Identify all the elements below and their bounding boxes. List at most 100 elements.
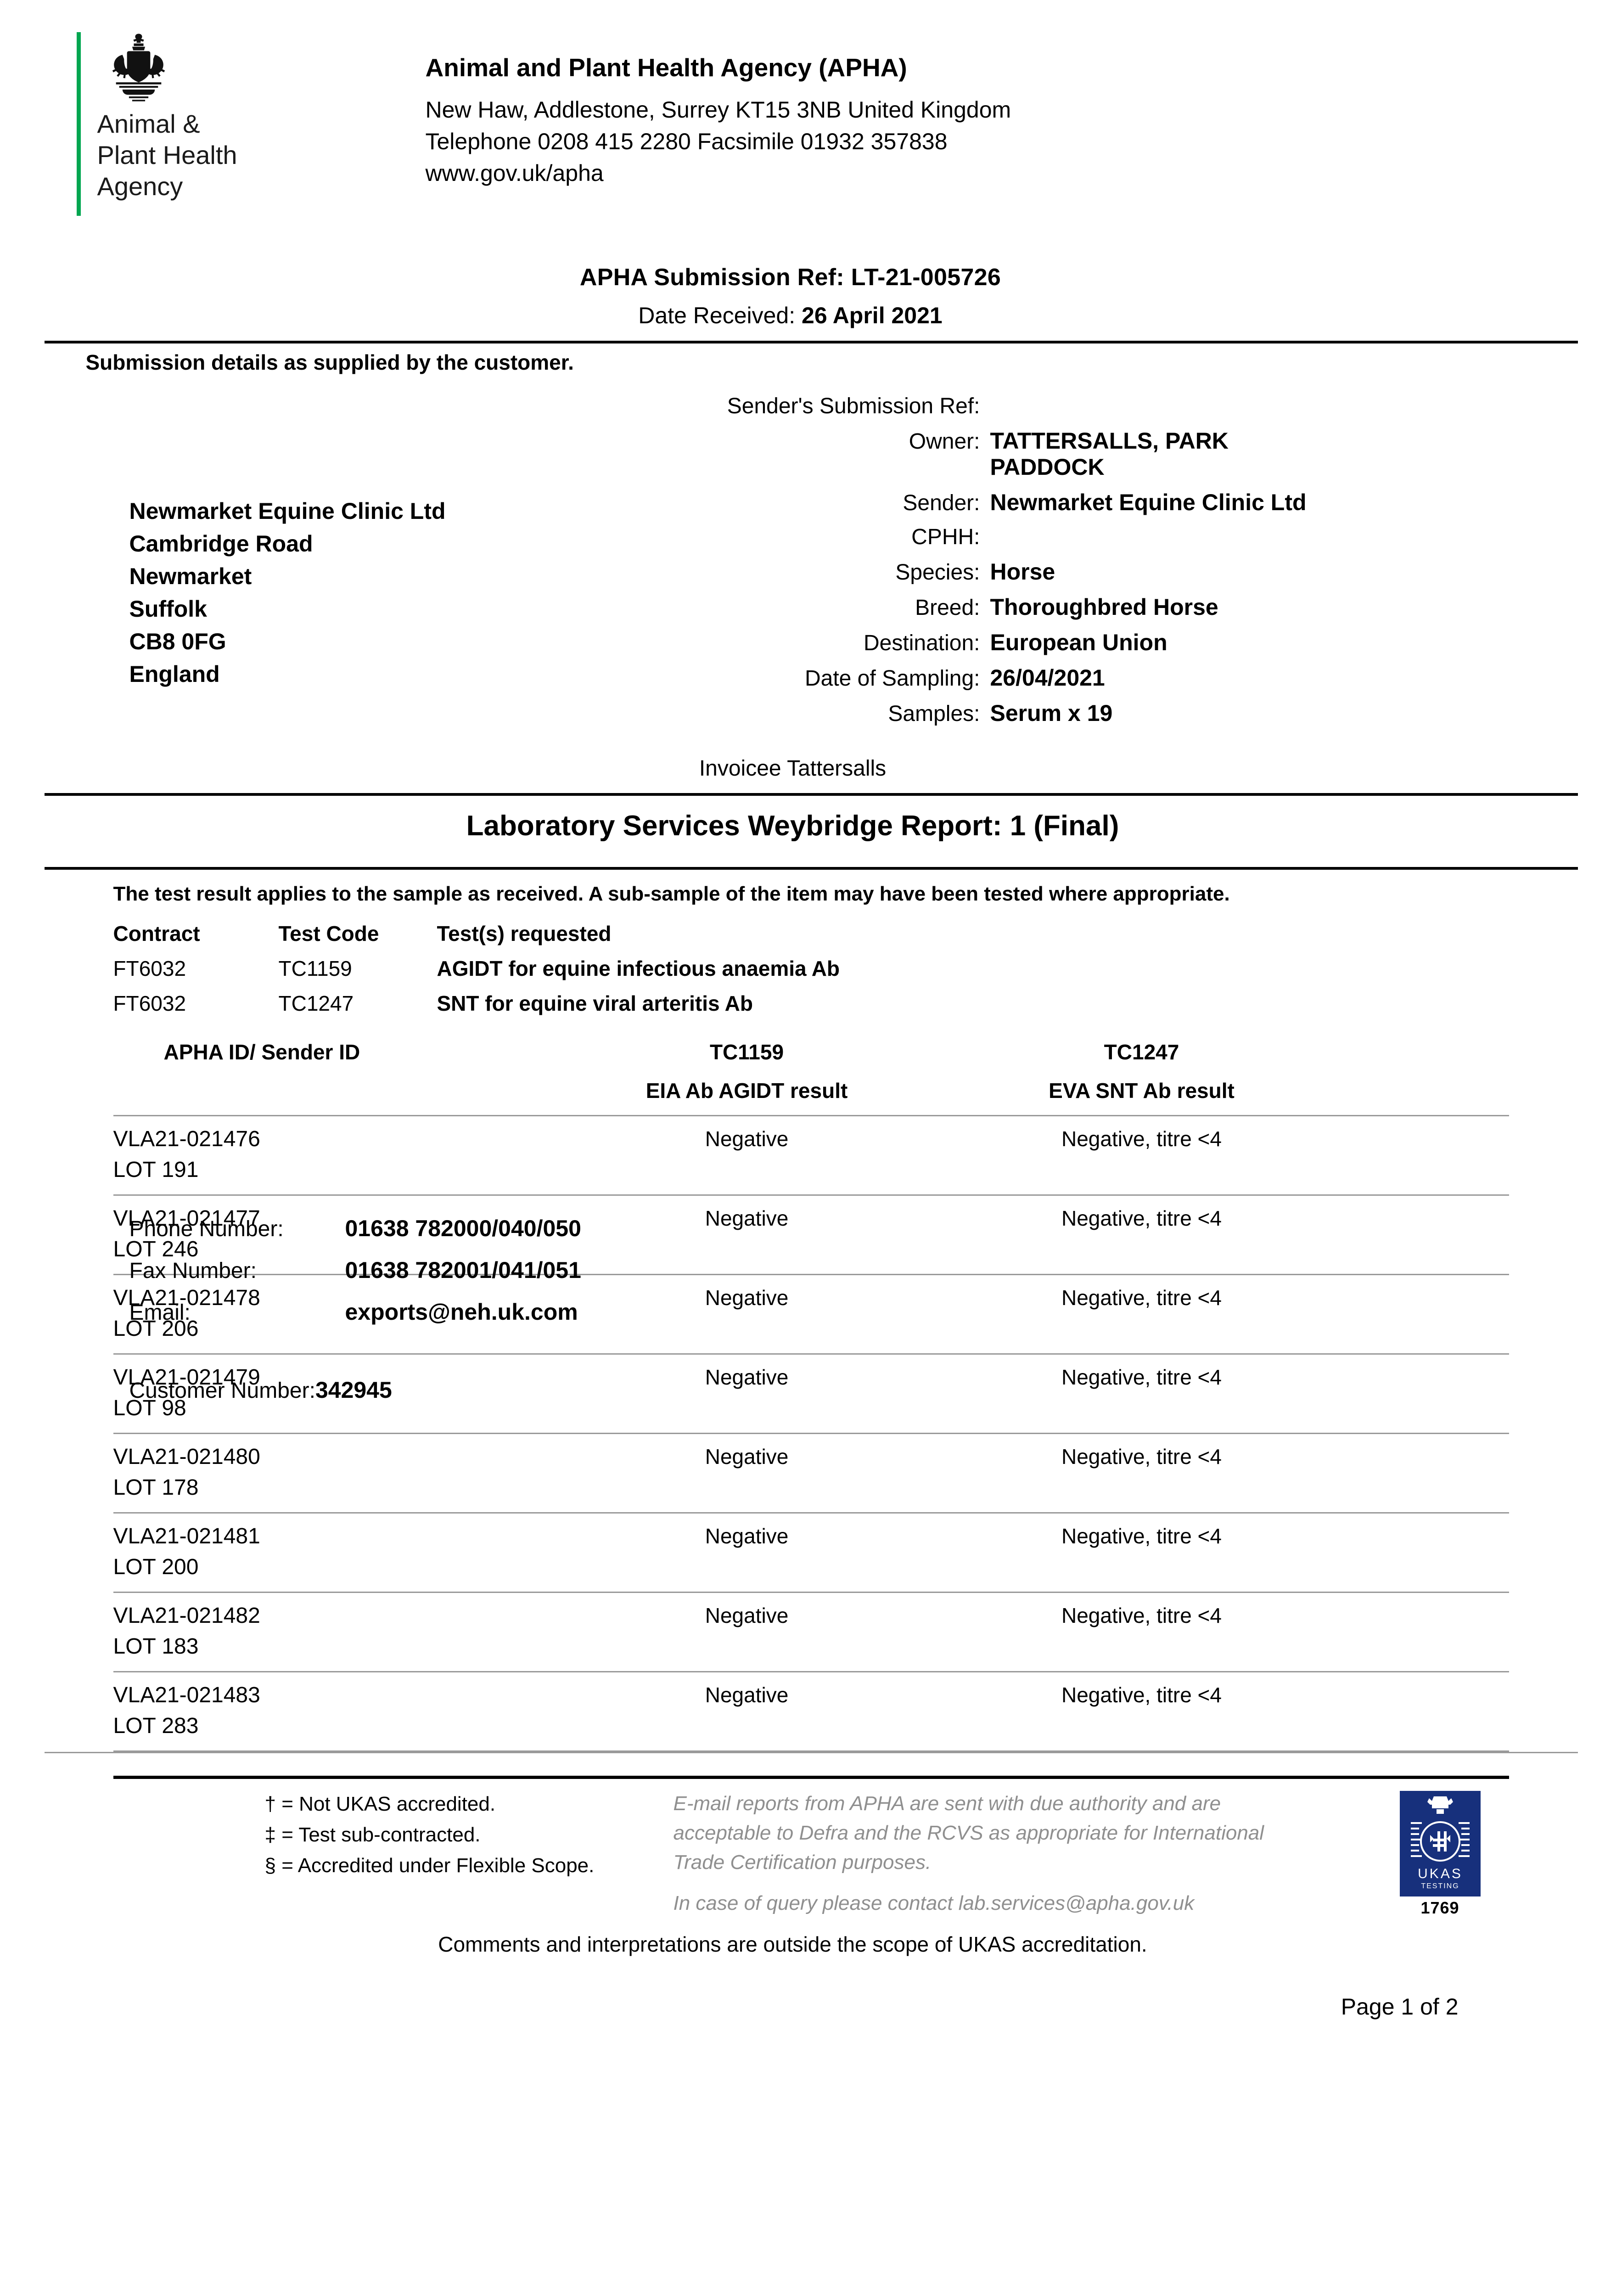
detail-value: Serum x 19 [990, 700, 1113, 726]
cell-apha-id: VLA21-021480 LOT 178 [113, 1434, 554, 1513]
phone-value: 01638 782000/040/050 [345, 1216, 581, 1241]
agency-telephone: Telephone 0208 415 2280 Facsimile 01932 … [425, 129, 948, 154]
cell-apha-id: VLA21-021482 LOT 183 [113, 1593, 554, 1672]
table-row: VLA21-021480 LOT 178 Negative Negative, … [113, 1434, 1509, 1513]
header-tc1247-code: TC1247 [1104, 1040, 1179, 1064]
tests-requested-table: Contract Test Code Test(s) requested FT6… [113, 921, 840, 1026]
results-table: APHA ID/ Sender ID TC1159 EIA Ab AGIDT r… [113, 1032, 1509, 1752]
royal-coat-of-arms-icon [112, 34, 165, 101]
page-number: Page 1 of 2 [1341, 1993, 1459, 2020]
table-row: VLA21-021483 LOT 283 Negative Negative, … [113, 1672, 1509, 1751]
cell-apha-id: VLA21-021478 LOT 206 [113, 1275, 554, 1354]
cell-spacer [1344, 1354, 1509, 1434]
cell-apha-id: VLA21-021477 LOT 246 [113, 1195, 554, 1275]
document-header: Animal & Plant Health Agency Animal and … [45, 27, 1578, 216]
cell-spacer [1344, 1513, 1509, 1593]
email-value[interactable]: exports@neh.uk.com [345, 1299, 578, 1325]
agency-website[interactable]: www.gov.uk/apha [425, 160, 604, 186]
detail-label: CPHH: [911, 524, 980, 549]
header-test-code: Test Code [278, 922, 379, 945]
email-label: Email: [129, 1300, 191, 1325]
detail-label: Samples: [888, 701, 980, 726]
customer-number-label: Customer Number: [129, 1379, 315, 1403]
detail-row-destination: Destination: European Union [660, 630, 1523, 656]
submission-ref-label: APHA Submission Ref: [579, 264, 844, 291]
cell-result-tc1159: Negative [705, 1683, 789, 1707]
ukas-testing-accreditation-icon: UKAS TESTING [1399, 1791, 1481, 1896]
results-table-body: VLA21-021476 LOT 191 Negative Negative, … [113, 1116, 1509, 1751]
header-apha-sender-id: APHA ID/ Sender ID [163, 1040, 360, 1064]
address-line: Newmarket [129, 563, 252, 589]
cell-result-tc1247: Negative, titre <4 [1061, 1365, 1222, 1389]
apha-id-value: VLA21-021476 [113, 1127, 260, 1151]
submission-detail-list: Sender's Submission Ref: Owner: TATTERSA… [660, 394, 1523, 736]
header-tests-requested: Test(s) requested [437, 922, 612, 945]
contact-row-phone: Phone Number: 01638 782000/040/050 [129, 1215, 818, 1242]
detail-label: Destination: [864, 630, 980, 655]
legend-flexible-scope: § = Accredited under Flexible Scope. [264, 1854, 595, 1877]
date-received-label: Date Received: [638, 303, 796, 328]
report-title: Laboratory Services Weybridge Report: 1 … [466, 810, 1119, 842]
cell-contract: FT6032 [113, 991, 186, 1015]
cell-spacer [1344, 1195, 1509, 1275]
email-note-query: In case of query please contact lab.serv… [673, 1891, 1195, 1914]
lot-value: LOT 191 [113, 1158, 199, 1182]
report-top-divider [44, 793, 1578, 796]
logo-green-rule [76, 32, 81, 216]
address-line: Cambridge Road [129, 531, 313, 557]
cell-apha-id: VLA21-021479 LOT 98 [113, 1354, 554, 1434]
apha-id-value: VLA21-021480 [113, 1445, 260, 1469]
header-tc1247: TC1247 EVA SNT Ab result [940, 1032, 1344, 1116]
lot-value: LOT 206 [113, 1317, 199, 1341]
contract-table-header-row: Contract Test Code Test(s) requested [113, 921, 840, 956]
address-line: CB8 0FG [129, 629, 226, 654]
customer-supplied-note: Submission details as supplied by the cu… [85, 350, 574, 374]
lot-value: LOT 246 [113, 1237, 199, 1261]
email-note-line-1: E-mail reports from APHA are sent with d… [673, 1792, 1221, 1815]
header-tc1159: TC1159 EIA Ab AGIDT result [554, 1032, 940, 1116]
detail-row-cphh: CPHH: [660, 525, 1523, 550]
cell-test-code: TC1247 [278, 991, 354, 1015]
email-note-line-2: acceptable to Defra and the RCVS as appr… [673, 1822, 1264, 1845]
cell-result-tc1159: Negative [705, 1445, 789, 1469]
cell-spacer [1344, 1672, 1509, 1751]
detail-value: TATTERSALLS, PARK PADDOCK [990, 428, 1229, 480]
contact-row-email: Email: exports@neh.uk.com [129, 1299, 818, 1325]
logo-line-2: Plant Health [97, 140, 237, 169]
lot-value: LOT 183 [113, 1634, 199, 1659]
logo-line-3: Agency [97, 171, 183, 201]
apha-id-value: VLA21-021478 [113, 1286, 260, 1310]
email-note-line-3: Trade Certification purposes. [673, 1851, 932, 1874]
phone-label: Phone Number: [129, 1217, 284, 1241]
footer-divider [113, 1776, 1509, 1779]
apha-id-value: VLA21-021483 [113, 1683, 260, 1707]
date-received-value: 26 April 2021 [802, 303, 943, 328]
header-tc1159-desc: EIA Ab AGIDT result [645, 1079, 848, 1103]
cell-test-name: SNT for equine viral arteritis Ab [437, 991, 753, 1015]
results-table-end-rule [44, 1752, 1578, 1776]
document-footer: † = Not UKAS accredited. ‡ = Test sub-co… [113, 1779, 1509, 1918]
ukas-logo: UKAS TESTING 1769 [1371, 1789, 1509, 1918]
table-row: VLA21-021482 LOT 183 Negative Negative, … [113, 1593, 1509, 1672]
cell-result-tc1159: Negative [705, 1286, 789, 1310]
detail-value: Horse [990, 558, 1055, 585]
header-tc1247-desc: EVA SNT Ab result [1049, 1079, 1235, 1103]
cell-result-tc1159: Negative [705, 1604, 789, 1627]
detail-row-senders-ref: Sender's Submission Ref: [660, 394, 1523, 419]
cell-result-tc1247: Negative, titre <4 [1061, 1683, 1222, 1707]
cell-result-tc1247: Negative, titre <4 [1061, 1524, 1222, 1548]
apha-id-value: VLA21-021481 [113, 1524, 260, 1548]
agency-contact-block: Animal and Plant Health Agency (APHA) Ne… [426, 27, 1011, 189]
fax-label: Fax Number: [129, 1259, 257, 1283]
table-row: VLA21-021481 LOT 200 Negative Negative, … [113, 1513, 1509, 1593]
cell-result-tc1159: Negative [705, 1365, 789, 1389]
agency-title: Animal and Plant Health Agency (APHA) [425, 53, 907, 82]
apha-id-value: VLA21-021477 [113, 1206, 260, 1231]
cell-spacer [1344, 1116, 1509, 1195]
detail-row-date-of-sampling: Date of Sampling: 26/04/2021 [660, 665, 1523, 691]
apha-id-value: VLA21-021482 [113, 1604, 260, 1628]
cell-test-name: AGIDT for equine infectious anaemia Ab [437, 957, 840, 980]
table-row: VLA21-021476 LOT 191 Negative Negative, … [113, 1116, 1509, 1195]
svg-text:TESTING: TESTING [1421, 1882, 1459, 1890]
cell-result-tc1247: Negative, titre <4 [1061, 1604, 1222, 1627]
